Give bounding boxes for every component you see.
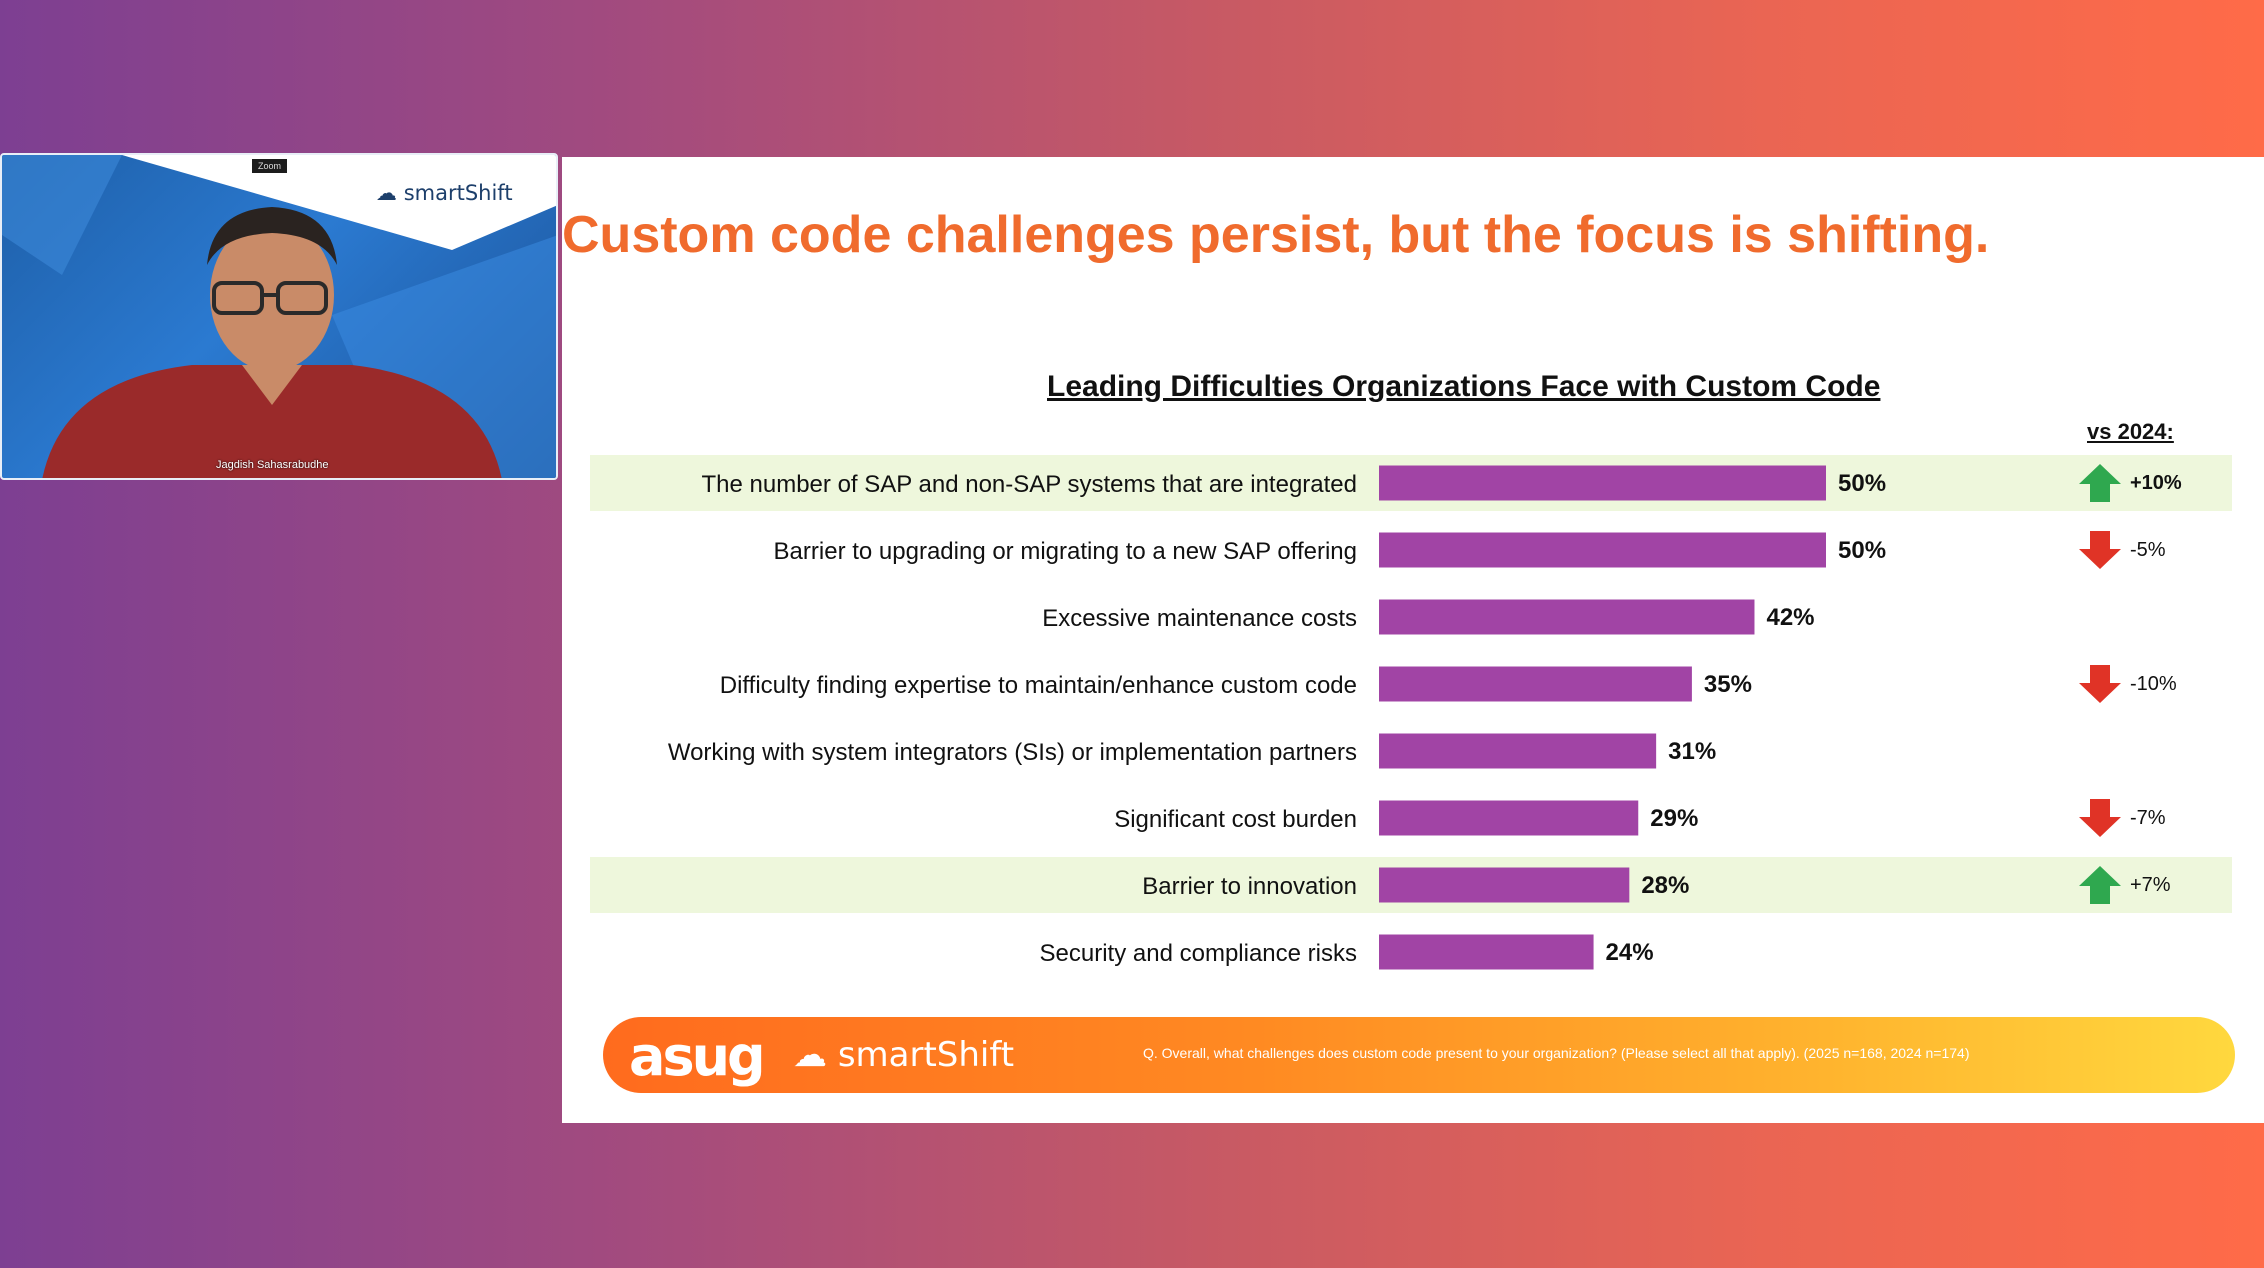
bar [1379,599,1755,635]
change-label: -10% [2130,673,2177,695]
category-label: Working with system integrators (SIs) or… [668,739,1357,766]
change-label: +10% [2130,472,2182,494]
bar [1379,666,1692,702]
data-label: 35% [1704,671,1752,698]
webcam-logo: ☁ smartShift [376,181,513,205]
bar [1379,532,1826,568]
up-arrow-icon [2079,866,2121,904]
up-arrow-icon [2079,464,2121,502]
asug-logo: asug [629,1025,766,1088]
data-label: 50% [1838,537,1886,564]
webcam-logo-text: smartShift [403,181,513,205]
change-label: -5% [2130,539,2166,561]
change-label: -7% [2130,807,2166,829]
category-label: Significant cost burden [1114,806,1357,833]
data-label: 42% [1766,604,1814,631]
comparison-label: vs 2024: [2087,419,2174,444]
bar [1379,867,1630,903]
category-label: Barrier to upgrading or migrating to a n… [774,538,1357,565]
bar-chart: The number of SAP and non-SAP systems th… [590,455,2232,970]
category-label: Excessive maintenance costs [1042,605,1357,632]
webcam-tag: Zoom [252,159,288,173]
data-label: 29% [1650,805,1698,832]
data-label: 28% [1641,872,1689,899]
cloud-icon: ☁ [376,181,404,205]
change-label: +7% [2130,874,2171,896]
participant-name: Jagdish Sahasrabudhe [216,459,329,471]
down-arrow-icon [2079,665,2121,703]
bar [1379,733,1657,769]
presentation-slide: Custom code challenges persist, but the … [562,157,2264,1123]
webcam-tile[interactable]: Zoom ☁ smartShift Jagdish Sahasrabudhe [0,153,558,480]
category-label: Security and compliance risks [1040,940,1357,967]
webcam-background [2,155,556,478]
data-label: 50% [1838,470,1886,497]
slide-title: Custom code challenges persist, but the … [562,206,1990,264]
down-arrow-icon [2079,799,2121,837]
cloud-icon: ☁ [793,1035,838,1075]
category-label: Difficulty finding expertise to maintain… [720,672,1357,699]
footer-partner-logo-text: smartShift [837,1035,1015,1075]
bar [1379,465,1826,501]
down-arrow-icon [2079,531,2121,569]
data-label: 24% [1606,939,1654,966]
footer-banner: asug ☁ smartShift Q. Overall, what chall… [603,1017,2235,1093]
survey-question-note: Q. Overall, what challenges does custom … [1143,1045,1970,1061]
bar [1379,934,1594,970]
category-label: Barrier to innovation [1142,873,1357,900]
bar [1379,800,1639,836]
data-label: 31% [1668,738,1716,765]
footer-partner-logo: ☁ smartShift [793,1035,1014,1075]
category-label: The number of SAP and non-SAP systems th… [702,471,1358,498]
